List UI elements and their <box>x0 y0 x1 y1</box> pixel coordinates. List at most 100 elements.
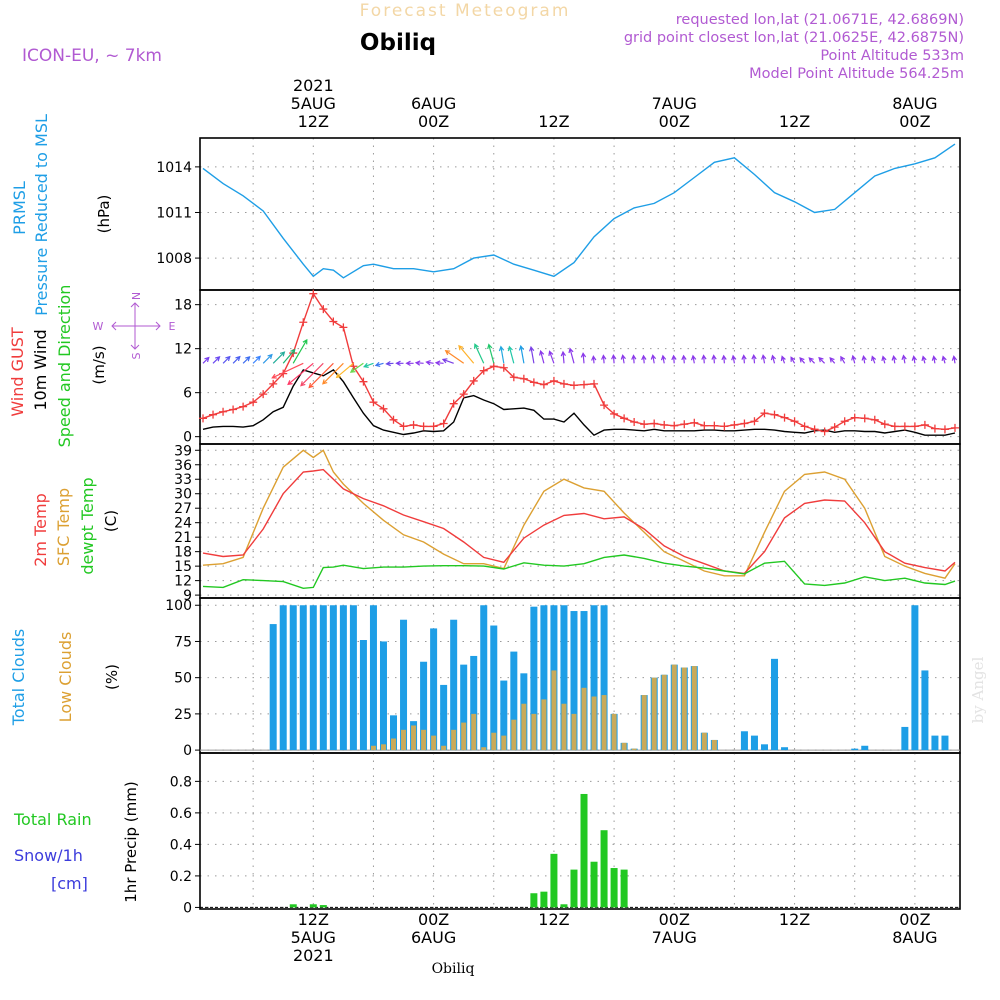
wind-direction-arrow <box>242 356 251 364</box>
wind-direction-arrow <box>941 355 947 364</box>
rain-bar <box>550 853 558 908</box>
wind-direction-arrow <box>790 356 796 364</box>
low-cloud-bar <box>481 747 487 751</box>
gust-marker <box>549 376 558 385</box>
wind-direction-arrow <box>560 350 566 364</box>
panel-frame <box>199 137 961 291</box>
gust-marker <box>209 410 218 419</box>
wind-direction-arrow <box>262 353 273 364</box>
wind-direction-arrow <box>721 354 727 364</box>
low-cloud-bar <box>621 742 627 751</box>
total-cloud-bar <box>921 670 929 751</box>
y-tick-label: 1008 <box>156 251 192 267</box>
total-cloud-bar <box>760 744 768 751</box>
gust-marker <box>519 374 528 383</box>
low-cloud-bar <box>461 722 467 751</box>
wind-direction-arrow <box>395 360 404 367</box>
low-cloud-bar <box>370 745 376 751</box>
wind-direction-arrow <box>374 361 384 367</box>
rain-bar <box>540 891 548 908</box>
gust-marker <box>379 404 388 413</box>
total-cloud-bar <box>540 605 548 751</box>
gust-marker <box>299 318 308 327</box>
low-cloud-bar <box>391 738 397 751</box>
wind-direction-arrow <box>671 354 677 364</box>
top-time-label: 00Z <box>659 112 690 131</box>
wind-direction-arrow <box>272 351 286 364</box>
wind-direction-arrow <box>529 345 535 364</box>
wind-direction-arrow <box>731 354 737 364</box>
wind-direction-arrow <box>308 362 334 389</box>
total-cloud-bar <box>901 726 909 751</box>
wind-direction-arrow <box>741 354 747 364</box>
wind-direction-arrow <box>349 362 364 373</box>
rain-bar <box>530 893 538 908</box>
gust-marker <box>249 398 258 407</box>
low-cloud-bar <box>441 745 447 751</box>
gust-marker <box>559 379 568 388</box>
y-tick-label: 0 <box>183 430 192 446</box>
gust-marker <box>930 424 939 433</box>
wind-direction-arrow <box>385 360 394 367</box>
gust-marker <box>439 419 448 428</box>
wind-direction-arrow <box>322 362 344 385</box>
gust-marker <box>730 420 739 429</box>
gust-marker <box>479 366 488 375</box>
footer-location: Obiliq <box>432 961 475 977</box>
total-cloud-bar <box>289 605 297 751</box>
label-cm: [cm] <box>51 874 88 893</box>
y-tick-label: 33 <box>174 472 192 488</box>
bottom-time-label: 5AUG <box>291 928 336 947</box>
gust-marker <box>239 402 248 411</box>
total-cloud-bar <box>390 715 398 751</box>
rain-bar <box>580 793 588 908</box>
pressure-labels: PRMSL Pressure Reduced to MSL (hPa) <box>10 114 113 316</box>
label-total-rain: Total Rain <box>13 810 92 829</box>
rain-bar <box>590 861 598 908</box>
low-cloud-bar <box>501 735 507 751</box>
wind-direction-arrow <box>287 362 314 386</box>
top-time-label: 5AUG <box>291 94 336 113</box>
wind-direction-arrow <box>252 355 261 364</box>
y-tick-label: 30 <box>174 487 192 503</box>
gust-marker <box>229 405 238 414</box>
wind-direction-arrow <box>829 357 836 364</box>
wind-direction-arrow <box>901 354 907 364</box>
y-tick-label: 100 <box>165 598 192 614</box>
total-cloud-bar <box>490 625 498 751</box>
gust-marker <box>800 422 809 431</box>
y-tick-label: 21 <box>174 530 192 546</box>
wind-direction-arrow <box>660 354 667 364</box>
label-celsius: (C) <box>102 510 120 532</box>
rain-bar <box>610 868 618 908</box>
gust-marker <box>650 419 659 428</box>
wind-direction-arrow <box>620 354 626 364</box>
gust-marker <box>910 422 919 431</box>
wind-direction-arrow <box>761 354 767 364</box>
total-cloud-bar <box>530 606 538 751</box>
top-time-label: 12Z <box>298 112 329 131</box>
low-cloud-bar <box>401 729 407 751</box>
top-time-label: 2021 <box>293 76 334 95</box>
rain-bar <box>309 904 317 908</box>
clouds-panel: 0 25 50 75 100 <box>165 597 961 759</box>
label-prmsl: PRMSL <box>10 181 29 235</box>
precip-labels: Total Rain Snow/1h [cm] 1hr Precip (mm) <box>13 781 140 902</box>
dewpt-line <box>202 554 956 590</box>
y-tick-label: 25 <box>174 707 192 723</box>
low-cloud-bar <box>601 695 607 751</box>
gust-marker <box>680 420 689 429</box>
wind-direction-arrow <box>414 360 424 366</box>
y-tick-label: 18 <box>174 545 192 561</box>
y-tick-label: 0.2 <box>170 869 192 885</box>
watermark: by Angel <box>969 656 987 723</box>
info-altitude: Point Altitude 533m <box>820 48 964 64</box>
wind-direction-arrow <box>434 360 444 366</box>
gust-marker <box>580 380 589 389</box>
total-cloud-bar <box>570 611 578 751</box>
top-time-label: 7AUG <box>652 94 697 113</box>
wind-direction-arrow <box>881 355 887 364</box>
low-cloud-bar <box>591 696 597 751</box>
gust-marker <box>590 379 599 388</box>
